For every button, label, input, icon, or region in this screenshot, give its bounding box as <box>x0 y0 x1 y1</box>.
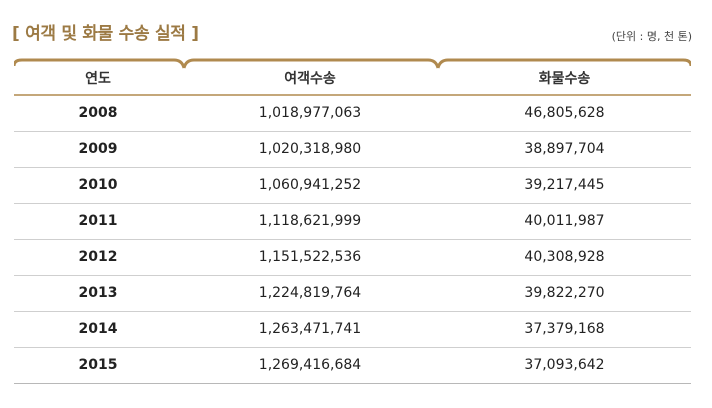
passenger-cell: 1,118,621,999 <box>258 213 362 229</box>
freight-cell: 39,217,445 <box>524 177 605 193</box>
table-row: 2015 1,269,416,684 37,093,642 <box>14 348 691 384</box>
table-row: 2010 1,060,941,252 39,217,445 <box>14 168 691 204</box>
year-cell: 2008 <box>78 105 118 121</box>
table-row: 2012 1,151,522,536 40,308,928 <box>14 240 691 276</box>
year-cell: 2011 <box>78 213 118 229</box>
table-row: 2011 1,118,621,999 40,011,987 <box>14 204 691 240</box>
unit-note: (단위 : 명, 천 톤) <box>611 30 692 43</box>
passenger-cell: 1,020,318,980 <box>258 141 362 157</box>
header-decoration <box>14 58 691 96</box>
freight-cell: 40,011,987 <box>524 213 605 229</box>
year-cell: 2009 <box>78 141 118 157</box>
header-freight: 화물수송 <box>538 71 591 87</box>
freight-cell: 40,308,928 <box>524 249 605 265</box>
passenger-cell: 1,018,977,063 <box>258 105 362 121</box>
table-row: 2013 1,224,819,764 39,822,270 <box>14 276 691 312</box>
table-row: 2009 1,020,318,980 38,897,704 <box>14 132 691 168</box>
year-cell: 2010 <box>78 177 118 193</box>
passenger-cell: 1,269,416,684 <box>258 357 362 373</box>
freight-cell: 46,805,628 <box>524 105 605 121</box>
passenger-cell: 1,151,522,536 <box>258 249 362 265</box>
header-year: 연도 <box>85 71 111 87</box>
table-row: 2014 1,263,471,741 37,379,168 <box>14 312 691 348</box>
table-row: 2008 1,018,977,063 46,805,628 <box>14 96 691 132</box>
table-title: [ 여객 및 화물 수송 실적 ] <box>12 24 199 44</box>
table-body: 2008 1,018,977,063 46,805,628 2009 1,020… <box>14 96 691 384</box>
year-cell: 2013 <box>78 285 118 301</box>
year-cell: 2015 <box>78 357 118 373</box>
passenger-cell: 1,060,941,252 <box>258 177 362 193</box>
year-cell: 2012 <box>78 249 118 265</box>
table-header: 연도 여객수송 화물수송 <box>14 58 691 96</box>
header-passenger: 여객수송 <box>284 71 336 87</box>
freight-cell: 37,093,642 <box>524 357 605 373</box>
year-cell: 2014 <box>78 321 118 337</box>
freight-cell: 37,379,168 <box>524 321 605 337</box>
passenger-cell: 1,224,819,764 <box>258 285 362 301</box>
freight-cell: 38,897,704 <box>524 141 605 157</box>
passenger-cell: 1,263,471,741 <box>258 321 362 337</box>
freight-cell: 39,822,270 <box>524 285 605 301</box>
